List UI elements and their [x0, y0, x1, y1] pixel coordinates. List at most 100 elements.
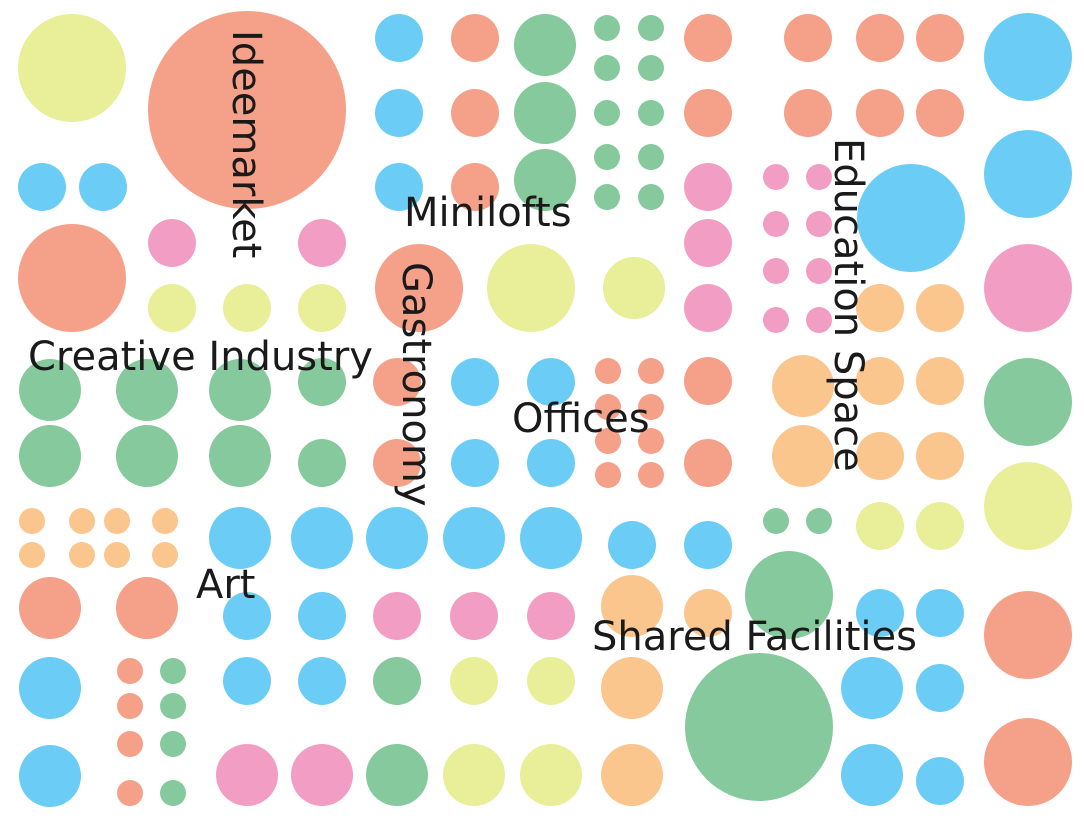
dot-blue-143 — [984, 130, 1072, 218]
dot-salmon-93 — [595, 394, 621, 420]
dot-blue-139 — [916, 664, 964, 712]
dot-green-66 — [514, 149, 576, 211]
dot-orange-105 — [601, 657, 663, 719]
dot-green-76 — [638, 184, 664, 210]
dot-green-75 — [594, 184, 620, 210]
dot-orange-18 — [19, 508, 45, 534]
dot-green-17 — [298, 439, 346, 487]
dot-blue-136 — [856, 589, 904, 637]
dot-green-13 — [298, 358, 346, 406]
dot-salmon-85 — [373, 358, 421, 406]
dot-blue-117 — [857, 164, 965, 272]
dot-yellow-134 — [856, 502, 904, 550]
dot-blue-88 — [527, 358, 575, 406]
dot-salmon-113 — [916, 14, 964, 62]
dot-yellow-57 — [520, 744, 582, 806]
dot-blue-43 — [443, 507, 505, 569]
dot-orange-20 — [104, 508, 130, 534]
dot-orange-22 — [19, 542, 45, 568]
dot-orange-132 — [856, 432, 904, 480]
dot-blue-44 — [520, 507, 582, 569]
dot-pink-120 — [763, 211, 789, 237]
dot-green-110 — [806, 508, 832, 534]
dot-pink-5 — [148, 219, 196, 267]
label-offices: Offices — [512, 396, 650, 442]
dot-pink-50 — [450, 592, 498, 640]
dot-salmon-82 — [375, 244, 463, 332]
dot-blue-87 — [451, 358, 499, 406]
dot-salmon-112 — [856, 14, 904, 62]
dot-pink-81 — [684, 284, 732, 332]
dot-salmon-77 — [684, 14, 732, 62]
dot-salmon-115 — [856, 89, 904, 137]
dot-blue-141 — [916, 757, 964, 805]
dot-green-145 — [984, 358, 1072, 446]
dot-pink-124 — [763, 307, 789, 333]
dot-green-70 — [638, 55, 664, 81]
dot-orange-106 — [601, 744, 663, 806]
dot-green-69 — [594, 55, 620, 81]
dot-pink-39 — [291, 744, 353, 806]
dot-blue-48 — [298, 657, 346, 705]
dot-pink-125 — [806, 307, 832, 333]
dot-salmon-78 — [684, 89, 732, 137]
dot-green-14 — [19, 425, 81, 487]
dot-green-73 — [594, 144, 620, 170]
dot-green-32 — [160, 693, 186, 719]
dot-yellow-8 — [223, 284, 271, 332]
label-education-space: Education Space — [825, 138, 871, 472]
dot-yellow-54 — [527, 657, 575, 705]
dot-salmon-99 — [684, 357, 732, 405]
dot-salmon-35 — [117, 780, 143, 806]
dot-blue-42 — [366, 507, 428, 569]
dot-pink-121 — [806, 211, 832, 237]
dot-pink-122 — [763, 258, 789, 284]
dot-salmon-111 — [784, 14, 832, 62]
dot-blue-28 — [19, 657, 81, 719]
dot-orange-25 — [152, 542, 178, 568]
dot-orange-103 — [601, 575, 663, 637]
dot-blue-46 — [298, 592, 346, 640]
dot-blue-3 — [79, 163, 127, 211]
dot-green-11 — [116, 359, 178, 421]
dot-salmon-97 — [595, 462, 621, 488]
label-minilofts: Minilofts — [404, 190, 572, 236]
dot-green-12 — [209, 359, 271, 421]
dot-blue-45 — [223, 592, 271, 640]
dot-green-10 — [19, 359, 81, 421]
dot-salmon-147 — [984, 591, 1072, 679]
dot-yellow-83 — [487, 244, 575, 332]
dot-orange-131 — [772, 425, 834, 487]
dot-green-68 — [638, 15, 664, 41]
dot-green-108 — [685, 653, 833, 801]
dot-green-15 — [116, 425, 178, 487]
dot-salmon-4 — [18, 224, 126, 332]
dot-yellow-53 — [450, 657, 498, 705]
dot-salmon-98 — [638, 462, 664, 488]
dot-blue-2 — [18, 163, 66, 211]
dot-green-74 — [638, 144, 664, 170]
dot-orange-128 — [772, 355, 834, 417]
dot-salmon-1 — [148, 11, 346, 209]
dot-orange-21 — [152, 508, 178, 534]
dot-salmon-95 — [595, 428, 621, 454]
dot-yellow-84 — [603, 257, 665, 319]
dot-blue-59 — [375, 89, 423, 137]
dot-green-52 — [373, 657, 421, 705]
dot-salmon-114 — [784, 89, 832, 137]
dot-pink-38 — [216, 744, 278, 806]
label-gastronomy: Gastronomy — [393, 262, 439, 507]
dot-blue-142 — [984, 13, 1072, 101]
dot-orange-133 — [916, 432, 964, 480]
dot-salmon-31 — [117, 693, 143, 719]
dot-blue-37 — [19, 745, 81, 807]
dot-green-36 — [160, 780, 186, 806]
dot-yellow-0 — [18, 14, 126, 122]
dot-pink-49 — [373, 592, 421, 640]
dot-yellow-7 — [148, 284, 196, 332]
dot-pink-118 — [763, 164, 789, 190]
dot-salmon-29 — [117, 658, 143, 684]
